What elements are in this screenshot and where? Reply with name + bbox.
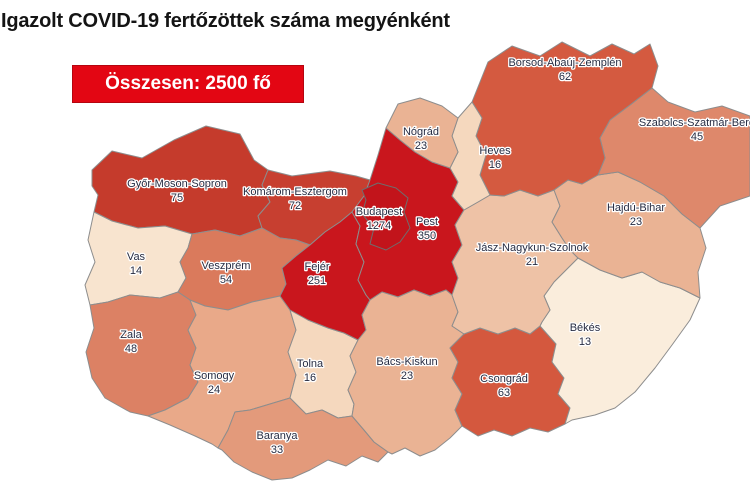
county-bekes-value-label: 13 — [579, 336, 591, 348]
county-bacs-kiskun-value-label: 23 — [401, 370, 413, 382]
page-title: Igazolt COVID-19 fertőzöttek száma megyé… — [1, 10, 450, 32]
county-szabolcs-szatmar-bereg-value-label: 45 — [691, 131, 703, 143]
county-csongrad-name-label: Csongrád — [480, 373, 528, 385]
county-nograd-shape — [385, 97, 459, 169]
county-shapes — [84, 41, 750, 481]
county-zala-value-label: 48 — [125, 343, 137, 355]
county-budapest-value-label: 1274 — [367, 220, 391, 232]
county-veszprem-name-label: Veszprém — [202, 260, 251, 272]
county-tolna-name-label: Tolna — [297, 358, 324, 370]
county-csongrad-value-label: 63 — [498, 387, 510, 399]
county-zala-shape — [85, 291, 199, 417]
county-heves-value-label: 16 — [489, 159, 501, 171]
county-budapest-shape — [361, 182, 411, 251]
total-badge-label: Összesen: 2500 fő — [105, 73, 271, 94]
county-gyor-moson-sopron-value-label: 75 — [171, 192, 183, 204]
county-budapest-name-label: Budapest — [356, 206, 402, 218]
county-komarom-esztergom-value-label: 72 — [289, 200, 301, 212]
county-bacs-kiskun-shape — [347, 289, 465, 457]
county-jasz-nagykun-szolnok-value-label: 21 — [526, 256, 538, 268]
county-baranya-shape — [217, 397, 389, 481]
county-borsod-abauj-zemplen-value-label: 62 — [559, 71, 571, 83]
county-borsod-abauj-zemplen-name-label: Borsod-Abaúj-Zemplén — [508, 57, 621, 69]
county-fejer-name-label: Fejér — [304, 261, 329, 273]
county-szabolcs-szatmar-bereg-name-label: Szabolcs-Szatmár-Bereg — [639, 117, 750, 129]
county-bacs-kiskun-name-label: Bács-Kiskun — [376, 356, 437, 368]
county-hajdu-bihar-name-label: Hajdú-Bihar — [607, 202, 665, 214]
county-bekes-name-label: Békés — [570, 322, 601, 334]
county-vas-value-label: 14 — [130, 265, 142, 277]
county-labels: Győr-Moson-Sopron 75 Komárom-Esztergom 7… — [119, 56, 750, 458]
county-somogy-value-label: 24 — [208, 384, 220, 396]
county-vas-name-label: Vas — [127, 251, 146, 263]
county-hajdu-bihar-value-label: 23 — [630, 216, 642, 228]
county-pest-value-label: 350 — [418, 230, 436, 242]
county-nograd-name-label: Nógrád — [403, 126, 439, 138]
county-fejer-value-label: 251 — [308, 275, 326, 287]
county-heves-name-label: Heves — [479, 145, 511, 157]
county-komarom-esztergom-name-label: Komárom-Esztergom — [243, 186, 347, 198]
county-baranya-name-label: Baranya — [257, 430, 299, 442]
county-veszprem-value-label: 54 — [220, 274, 232, 286]
county-jasz-nagykun-szolnok-name-label: Jász-Nagykun-Szolnok — [476, 242, 589, 254]
county-pest-name-label: Pest — [416, 216, 438, 228]
county-baranya-value-label: 33 — [271, 444, 283, 456]
county-somogy-name-label: Somogy — [194, 370, 235, 382]
county-zala-name-label: Zala — [120, 329, 142, 341]
county-gyor-moson-sopron-name-label: Győr-Moson-Sopron — [127, 178, 227, 190]
total-badge: Összesen: 2500 fő — [72, 65, 304, 103]
county-tolna-value-label: 16 — [304, 372, 316, 384]
county-nograd-value-label: 23 — [415, 140, 427, 152]
